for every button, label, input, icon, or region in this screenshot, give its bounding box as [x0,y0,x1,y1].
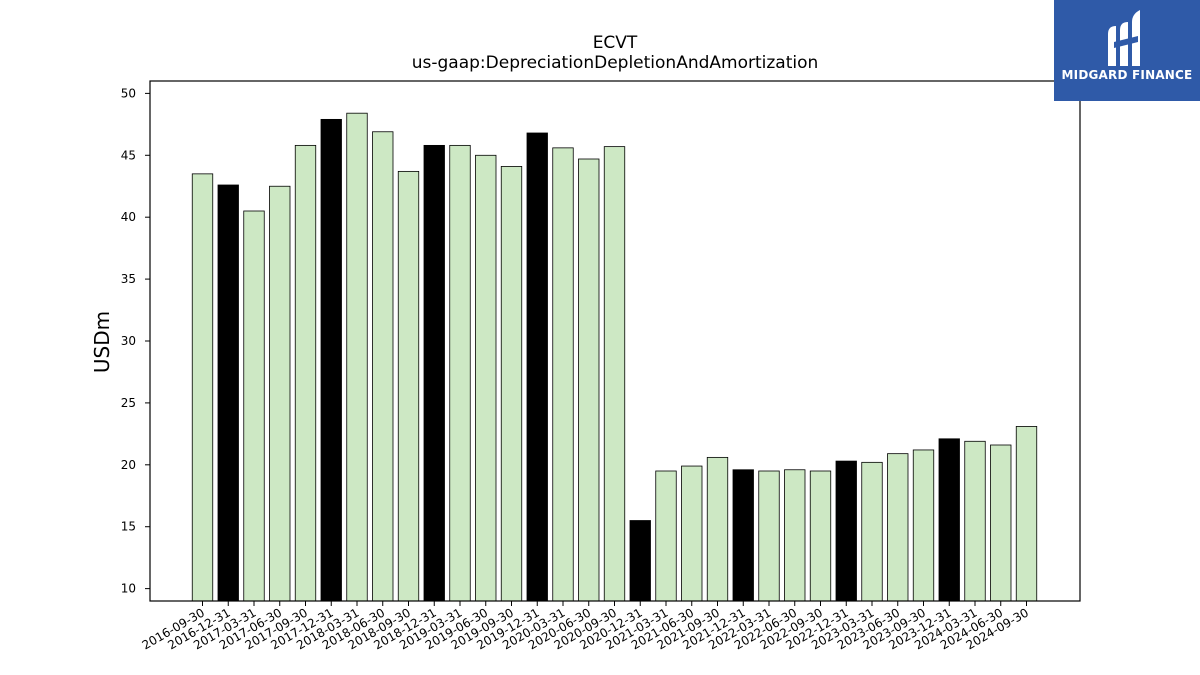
y-tick-label: 45 [121,148,136,162]
bar-2020-09-30 [603,146,626,602]
chart-title: ECVT [593,33,638,53]
bar-2016-09-30 [191,173,214,602]
bar-2023-03-31 [861,461,883,602]
y-tick-label: 25 [121,396,136,410]
bar-2018-09-30 [397,170,420,602]
bar-2017-12-31 [320,118,342,602]
x-axis: 2016-09-302016-12-312017-03-312017-06-30… [140,601,1031,652]
bar-2019-03-31 [449,144,471,602]
y-axis-label: USDm [90,311,114,373]
bar-2023-09-30 [912,449,935,602]
bar-2020-03-31 [552,147,574,602]
bar-2018-12-31 [423,144,445,602]
y-tick-label: 20 [121,458,136,472]
bar-2024-09-30 [1015,426,1038,602]
chart-subtitle: us-gaap:DepreciationDepletionAndAmortiza… [412,53,819,73]
bar-2017-06-30 [269,185,291,602]
bar-2019-12-31 [526,132,548,602]
y-axis: 10 15 20 25 30 35 40 45 50 [121,86,150,596]
y-tick-label: 15 [121,520,136,534]
midgard-logo-icon [1108,10,1140,66]
bar-2018-03-31 [346,112,368,602]
bar-2021-12-31 [732,469,754,602]
bar-2017-03-31 [243,210,265,602]
bar-2024-03-31 [964,440,986,602]
bar-2017-09-30 [294,144,317,602]
bar-2023-12-31 [938,438,960,602]
plot-frame [149,80,1081,602]
bar-2023-06-30 [887,453,909,602]
bar-2019-06-30 [475,154,497,602]
bar-2024-06-30 [990,444,1012,602]
y-tick-label: 30 [121,334,136,348]
bar-2022-12-31 [835,460,857,602]
bar-2021-09-30 [706,456,729,602]
bar-2020-12-31 [629,520,651,602]
y-tick-label: 40 [121,210,136,224]
bars-group [191,112,1038,602]
bar-2016-12-31 [217,184,239,602]
bar-2022-03-31 [758,470,780,602]
bar-2021-06-30 [681,465,703,602]
y-tick-label: 50 [121,86,136,100]
bar-2020-06-30 [578,158,600,602]
bar-2022-09-30 [809,470,832,602]
brand-name: MIDGARD FINANCE [1061,68,1193,82]
brand-logo: MIDGARD FINANCE [1054,0,1200,101]
y-tick-label: 35 [121,272,136,286]
bar-2018-06-30 [372,131,394,602]
bar-2022-06-30 [784,469,806,602]
bar-2021-03-31 [655,470,677,602]
bar-2019-09-30 [500,166,523,602]
y-tick-label: 10 [121,582,136,596]
